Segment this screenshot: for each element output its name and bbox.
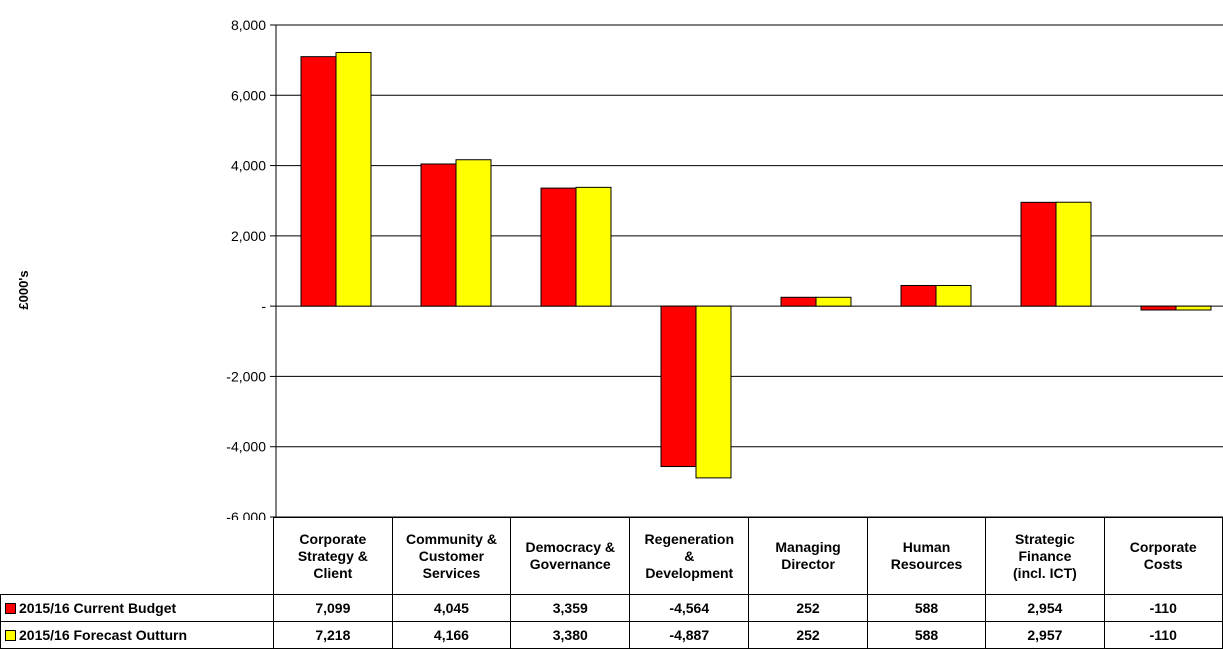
series-label: 2015/16 Current Budget: [0, 594, 275, 622]
data-label: -110: [1103, 621, 1223, 649]
data-label: -110: [1103, 594, 1223, 622]
category-label: Corporate Strategy & Client: [273, 517, 393, 595]
category-label-line: Finance: [1018, 547, 1072, 564]
data-label: 588: [866, 594, 987, 622]
category-label-line: Democracy &: [525, 539, 616, 555]
category-label-line: Community &: [405, 530, 497, 547]
category-label-line: Development: [645, 564, 734, 581]
category-label: Community & Customer Services: [391, 517, 512, 595]
table-row: 2015/16 Forecast Outturn 7,218 4,166 3,380-…: [0, 621, 1223, 649]
category-label-line: Customer: [418, 547, 485, 564]
category-label-line: Strategic: [1014, 530, 1075, 547]
category-label: Regeneration & Development: [629, 517, 750, 595]
y-tick-label: -6,000: [226, 509, 266, 520]
bar: [575, 186, 612, 307]
bar: [420, 163, 457, 307]
category-label: Corporate Costs: [1103, 517, 1223, 595]
category-label-line: Corporate: [299, 530, 367, 547]
category-row: Corporate Strategy & Client Community & Cust…: [0, 517, 1223, 595]
y-tick-label: -: [261, 298, 266, 314]
category-label-line: &: [684, 547, 695, 564]
category-label-line: Services: [422, 564, 481, 581]
bar: [815, 296, 852, 307]
bar: [1175, 305, 1212, 311]
category-label-line: Director: [781, 556, 835, 572]
y-tick-label: -4,000: [226, 439, 266, 455]
data-label: 3,359: [510, 594, 631, 622]
table-corner: [0, 517, 275, 595]
legend-swatch: [5, 629, 16, 641]
y-axis-label: £000's: [16, 270, 31, 310]
y-tick-label: -2,000: [226, 368, 266, 384]
data-table: Corporate Strategy & Client Community & Cust…: [0, 517, 1223, 649]
y-tick-label: 6,000: [231, 87, 266, 103]
category-label: Strategic Finance (incl. ICT): [985, 517, 1105, 595]
data-label: 4,166: [391, 621, 512, 649]
bar: [660, 305, 697, 468]
data-label: 2,957: [985, 621, 1105, 649]
table-row: 2015/16 Current Budget 7,099 4,045 3,359 -4,…: [0, 594, 1223, 622]
category-label-line: Resources: [890, 556, 963, 572]
data-label: 4,045: [391, 594, 512, 622]
series-name: 2015/16 Current Budget: [19, 599, 177, 616]
bar: [1055, 201, 1092, 307]
bar: [1140, 305, 1177, 311]
bar: [900, 284, 937, 307]
data-label: 2,954: [985, 594, 1105, 622]
y-tick-label: 2,000: [231, 228, 266, 244]
bar: [780, 296, 817, 307]
category-label: Democracy & Governance: [510, 517, 631, 595]
bar: [455, 159, 492, 307]
category-label-line: Governance: [529, 556, 611, 572]
data-label: 7,218: [273, 621, 393, 649]
data-label: 7,099: [273, 594, 393, 622]
category-label-line: Client: [313, 564, 353, 581]
bar: [1020, 201, 1057, 307]
series-name: 2015/16 Forecast Outturn: [19, 626, 188, 643]
legend-swatch: [5, 602, 16, 614]
category-label-line: Regeneration: [644, 530, 735, 547]
data-label: 252: [748, 594, 868, 622]
data-label: 252: [748, 621, 868, 649]
bar: [300, 56, 337, 307]
y-tick-label: 4,000: [231, 158, 266, 174]
bar: [335, 51, 372, 307]
series-label: 2015/16 Forecast Outturn: [0, 621, 275, 649]
category-label-line: Costs: [1143, 556, 1183, 572]
bar: [540, 187, 577, 307]
category-label-line: Strategy &: [297, 547, 368, 564]
data-label: 588: [866, 621, 987, 649]
y-tick-label: 8,000: [231, 17, 266, 33]
category-label-line: (incl. ICT): [1013, 564, 1077, 581]
data-label: -4,564: [629, 594, 750, 622]
data-label: -4,887: [629, 621, 750, 649]
category-label-line: Managing: [775, 539, 841, 555]
data-label: 3,380: [510, 621, 631, 649]
category-label: Human Resources: [866, 517, 987, 595]
category-label-line: Human: [902, 539, 951, 555]
category-label: Managing Director: [748, 517, 868, 595]
bar-chart: 8,000 6,000 4,000 2,000 - -2,000 -4,000 -6,000: [226, 17, 1223, 520]
bar: [695, 305, 732, 479]
bar: [935, 284, 972, 307]
category-label-line: Corporate: [1129, 539, 1197, 555]
